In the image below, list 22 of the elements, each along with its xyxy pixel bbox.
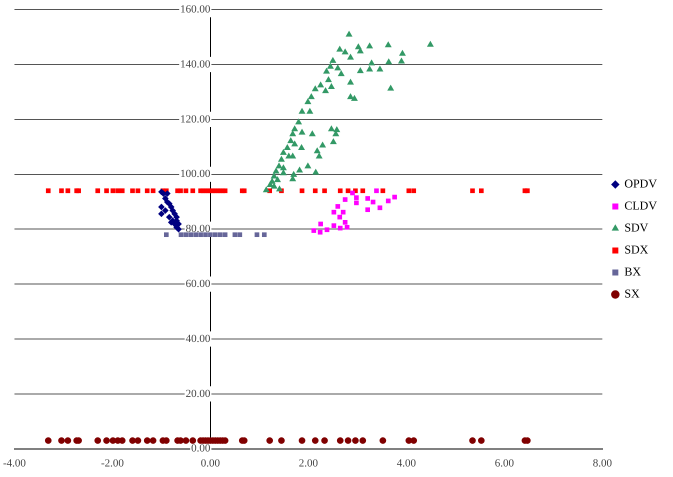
y-tick-label: 20.00 <box>186 388 211 400</box>
y-tick-label: 100.00 <box>180 168 211 180</box>
y-tick-label: 140.00 <box>180 58 211 70</box>
x-tick-label: 6.00 <box>494 457 514 470</box>
x-tick-label: 8.00 <box>592 457 612 470</box>
legend-label: CLDV <box>624 198 658 213</box>
y-tick-label: 120.00 <box>180 113 211 126</box>
x-tick-label: 4.00 <box>396 457 416 470</box>
legend-label: BX <box>624 264 642 279</box>
y-tick-label: 60.00 <box>186 278 211 290</box>
x-tick-label: -4.00 <box>2 457 26 470</box>
legend-label: OPDV <box>624 176 658 191</box>
x-tick-label: 0.00 <box>200 457 221 470</box>
y-tick-label: 80.00 <box>186 223 211 236</box>
x-tick-label: -2.00 <box>100 457 124 470</box>
legend-label: SX <box>624 286 640 301</box>
y-tick-label: 0.00 <box>191 442 211 455</box>
y-tick-label: 160.00 <box>180 3 211 16</box>
legend-label: SDV <box>624 220 649 235</box>
x-tick-label: 2.00 <box>298 457 319 470</box>
y-tick-label: 40.00 <box>186 332 211 345</box>
legend-label: SDX <box>624 242 649 257</box>
